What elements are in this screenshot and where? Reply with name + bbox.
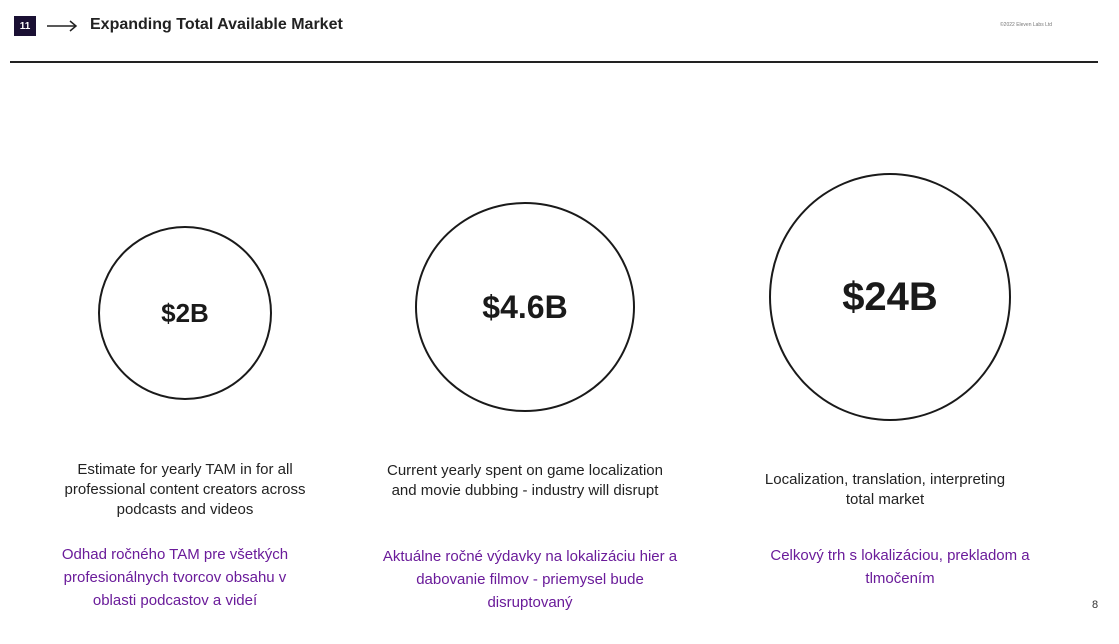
market-circle-2: $4.6B	[415, 202, 635, 412]
market-translation-3: Celkový trh s lokalizáciou, prekladom a …	[770, 547, 1030, 587]
header-divider	[10, 61, 1098, 63]
arrow-right-icon	[47, 20, 78, 32]
slide-number-badge: 11	[14, 16, 36, 36]
market-description-2: Current yearly spent on game localizatio…	[387, 462, 663, 499]
slide-title: Expanding Total Available Market	[90, 16, 343, 33]
market-description-1: Estimate for yearly TAM in for all profe…	[64, 461, 306, 518]
market-description-3: Localization, translation, interpreting …	[764, 471, 1006, 508]
page-number: 8	[1092, 599, 1099, 611]
market-translation-1: Odhad ročného TAM pre všetkých profesion…	[61, 546, 289, 609]
market-circle-1: $2B	[98, 226, 272, 400]
slide-header: 11 Expanding Total Available Market ©202…	[0, 0, 1119, 63]
copyright-text: ©2022 Eleven Labs Ltd	[1000, 22, 1053, 28]
market-circle-3: $24B	[769, 173, 1011, 421]
market-translation-2: Aktuálne ročné výdavky na lokalizáciu hi…	[382, 548, 678, 611]
